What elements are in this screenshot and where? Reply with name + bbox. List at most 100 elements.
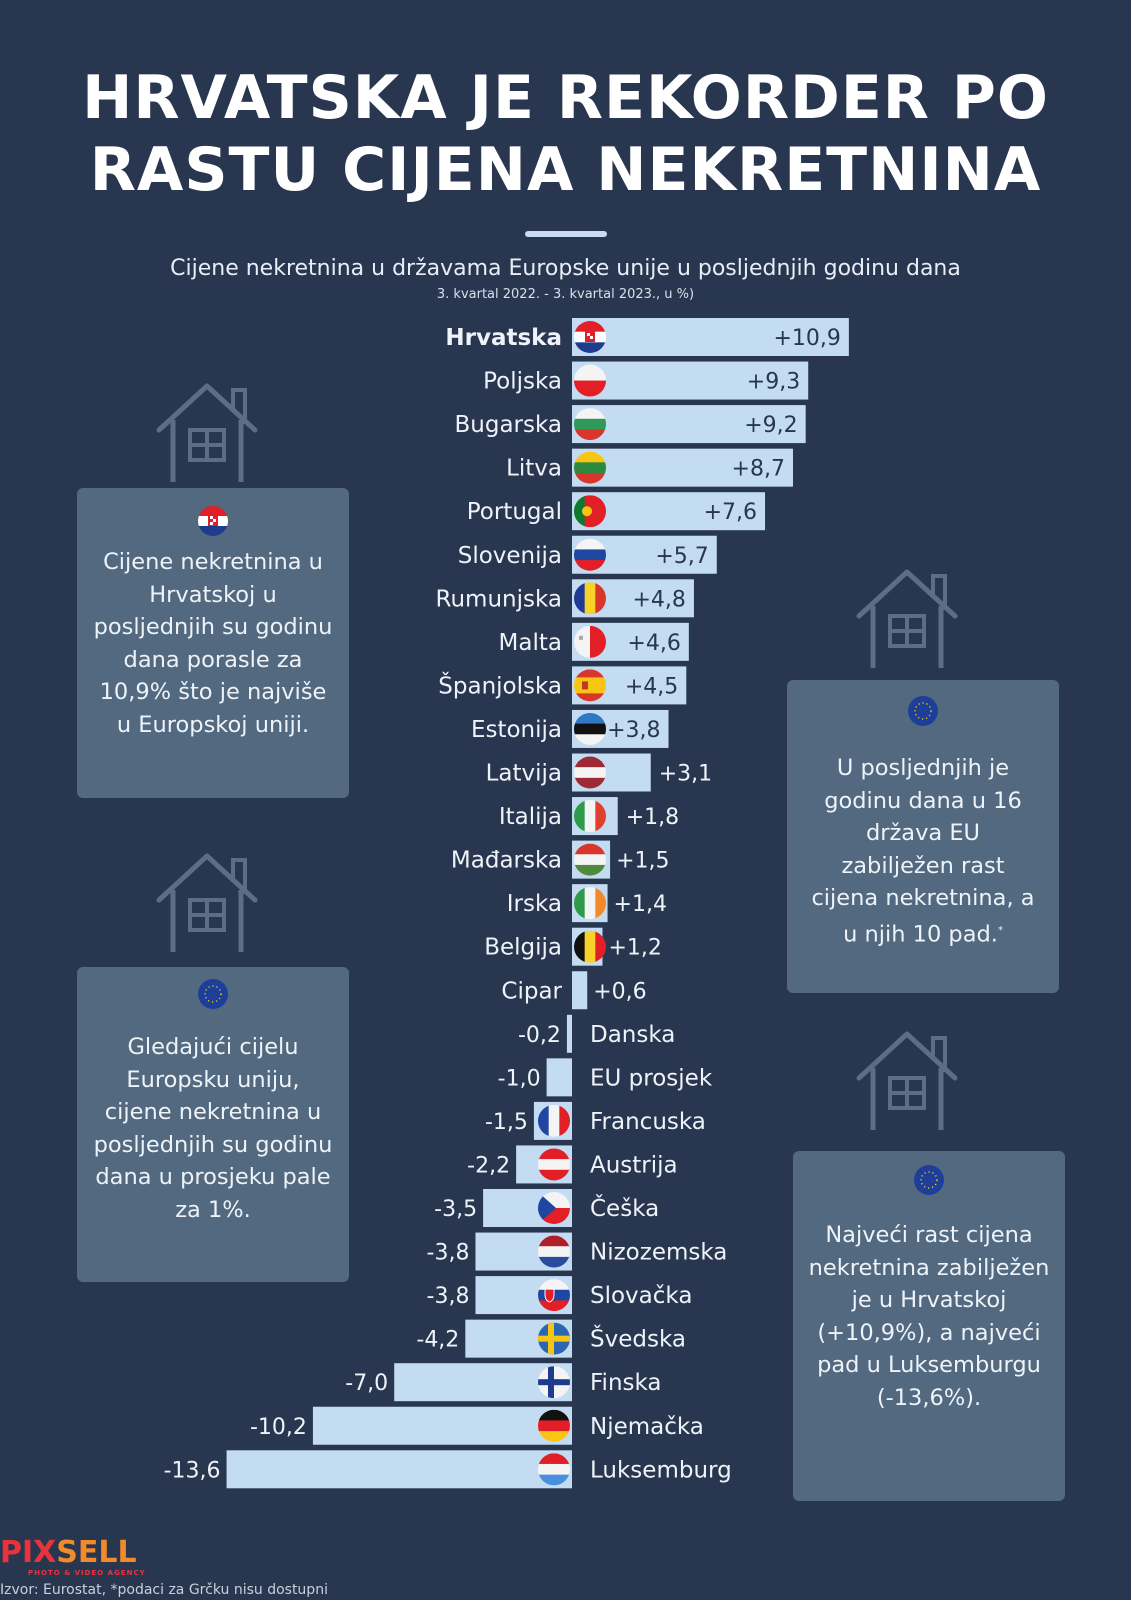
- value-label: -4,2: [416, 1328, 459, 1353]
- country-label: Irska: [507, 891, 562, 917]
- bar: [566, 1014, 572, 1053]
- value-label: +3,1: [659, 762, 712, 787]
- es-flag-icon: [574, 669, 606, 702]
- country-label: Njemačka: [590, 1414, 704, 1440]
- bar: [572, 448, 793, 487]
- country-label: Estonija: [471, 717, 562, 743]
- country-label: Francuska: [590, 1109, 706, 1135]
- ie-flag-icon: [574, 887, 606, 920]
- lv-flag-icon: [574, 756, 606, 789]
- footnote-mark: *: [997, 924, 1003, 936]
- value-label: -1,5: [485, 1110, 528, 1135]
- hu-flag-icon: [574, 843, 606, 876]
- value-label: +4,5: [625, 674, 678, 699]
- country-label: Belgija: [484, 935, 562, 961]
- eu-flag-icon: [198, 979, 228, 1009]
- value-label: +1,5: [616, 849, 669, 874]
- value-label: -13,6: [164, 1458, 221, 1483]
- pl-flag-icon: [574, 364, 606, 397]
- value-label: -0,2: [518, 1023, 561, 1048]
- country-label: Češka: [590, 1194, 659, 1222]
- sk-flag-icon: [538, 1279, 570, 1312]
- country-label: Bugarska: [455, 412, 563, 438]
- pixsell-logo: PIXSELL: [0, 1535, 137, 1570]
- bar: [546, 1058, 572, 1097]
- at-flag-icon: [538, 1148, 570, 1181]
- card-text: Najveći rast cijena nekretnina zabilježe…: [808, 1222, 1050, 1411]
- lt-flag-icon: [574, 451, 606, 484]
- title-divider: [525, 231, 607, 237]
- country-label: Mađarska: [451, 848, 562, 874]
- ro-flag-icon: [574, 582, 606, 615]
- se-flag-icon: [538, 1322, 570, 1355]
- bar: [572, 971, 588, 1010]
- info-card-extremes: Najveći rast cijena nekretnina zabilježe…: [793, 1151, 1065, 1501]
- value-label: +10,9: [773, 326, 840, 351]
- country-label: Slovačka: [590, 1283, 692, 1309]
- pt-flag-icon: [574, 495, 606, 528]
- title-line-1: HRVATSKA JE REKORDER PO: [82, 63, 1049, 133]
- value-label: +5,7: [655, 544, 708, 569]
- value-label: +9,2: [744, 413, 797, 438]
- bg-flag-icon: [574, 408, 606, 441]
- eu-flag-icon: [908, 696, 938, 726]
- chart-subtitle: Cijene nekretnina u državama Europske un…: [170, 256, 961, 281]
- logo-tagline: PHOTO & VIDEO AGENCY: [28, 1569, 146, 1577]
- country-label: Danska: [590, 1022, 675, 1048]
- country-label: Švedska: [590, 1325, 686, 1353]
- country-label: Litva: [506, 456, 562, 482]
- country-label: Portugal: [467, 499, 562, 525]
- value-label: +1,4: [614, 892, 667, 917]
- country-label: Austrija: [590, 1152, 678, 1178]
- ee-flag-icon: [574, 712, 606, 745]
- country-label: Luksemburg: [590, 1457, 732, 1483]
- country-label: Malta: [499, 630, 562, 656]
- cz-flag-icon: [538, 1192, 570, 1224]
- country-label: EU prosjek: [590, 1065, 713, 1091]
- value-label: -3,5: [434, 1197, 477, 1222]
- info-card-eu-average: Gledajući cijelu Europsku uniju, cijene …: [77, 967, 349, 1282]
- lu-flag-icon: [538, 1453, 570, 1486]
- value-label: +9,3: [747, 370, 800, 395]
- bar: [572, 318, 849, 356]
- value-label: -10,2: [250, 1415, 307, 1440]
- country-label: Španjolska: [438, 671, 562, 699]
- title-line-2: RASTU CIJENA NEKRETNINA: [89, 135, 1042, 205]
- country-label: Finska: [590, 1370, 662, 1396]
- value-label: +1,2: [608, 936, 661, 961]
- bar: [572, 405, 806, 444]
- value-label: +3,8: [607, 718, 660, 743]
- value-label: +8,7: [732, 457, 785, 482]
- country-label: Hrvatska: [445, 325, 562, 351]
- country-label: Slovenija: [458, 543, 562, 569]
- value-label: -1,0: [498, 1066, 541, 1091]
- country-label: Italija: [499, 804, 562, 830]
- fi-flag-icon: [538, 1366, 570, 1399]
- value-label: +7,6: [704, 500, 757, 525]
- value-label: -3,8: [427, 1241, 470, 1266]
- value-label: -2,2: [467, 1153, 510, 1178]
- value-label: +1,8: [626, 805, 679, 830]
- value-label: +4,6: [627, 631, 680, 656]
- card-text: Gledajući cijelu Europsku uniju, cijene …: [93, 1034, 333, 1223]
- hr-flag-icon: [574, 321, 606, 353]
- country-label: Nizozemska: [590, 1240, 727, 1266]
- bar: [572, 361, 809, 400]
- house-icon: [156, 853, 258, 952]
- country-label: Poljska: [483, 369, 562, 395]
- value-label: +0,6: [593, 979, 646, 1004]
- de-flag-icon: [538, 1409, 570, 1442]
- value-label: -7,0: [345, 1371, 388, 1396]
- country-label: Cipar: [501, 978, 562, 1004]
- it-flag-icon: [574, 800, 606, 833]
- fr-flag-icon: [538, 1104, 570, 1137]
- si-flag-icon: [574, 538, 606, 571]
- chart-period-note: 3. kvartal 2022. - 3. kvartal 2023., u %…: [436, 287, 695, 302]
- bar: [312, 1406, 572, 1445]
- bar: [226, 1450, 572, 1489]
- info-card-eu-count: U posljednjih je godinu dana u 16 država…: [787, 680, 1059, 993]
- mt-flag-icon: [574, 625, 606, 658]
- value-label: -3,8: [427, 1284, 470, 1309]
- value-label: +4,8: [632, 587, 685, 612]
